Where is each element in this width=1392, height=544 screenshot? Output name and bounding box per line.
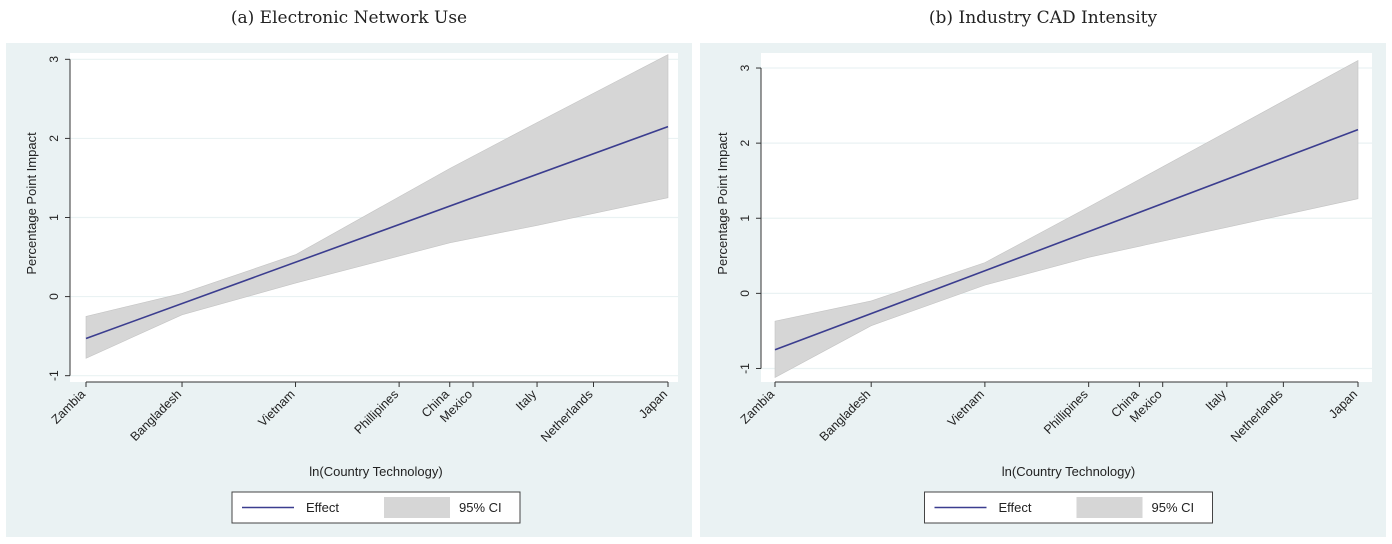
x-tick-label-a: Vietnam [255, 387, 297, 429]
effect-line-b [774, 128, 1359, 351]
effect-line-a [85, 125, 669, 340]
x-tick-label-a: Italy [513, 387, 540, 414]
chart-a: -1 0 1 2 3 Percentage Point Impact Zambia Bangl… [24, 53, 678, 524]
x-tick-label-a: Zambia [49, 387, 88, 426]
legend-label-effect-b: Effect [999, 500, 1032, 515]
legend-b [924, 491, 1213, 524]
ci-band-b [774, 59, 1359, 379]
legend-label-ci-b: 95% CI [1152, 500, 1195, 515]
x-tick-label-b: Bangladesh [817, 387, 874, 444]
y-tick-label-b: -1 [738, 363, 752, 374]
y-tick-label-a: 1 [47, 214, 61, 221]
chart-b: -1 0 1 2 3 Percentage Point Impact Zambia Bangl… [715, 53, 1372, 524]
y-axis-label-b: Percentage Point Impact [715, 132, 730, 275]
y-tick-label-a: 0 [47, 293, 61, 300]
y-tick-label-a: -1 [47, 370, 61, 381]
x-tick-label-b: Vietnam [945, 387, 987, 429]
y-tick-label-b: 2 [738, 139, 752, 146]
x-tick-label-b: Japan [1326, 387, 1360, 421]
x-tick-label-a: Netherlands [538, 387, 596, 445]
legend-a [231, 491, 521, 524]
y-tick-label-a: 3 [47, 56, 61, 63]
y-tick-label-b: 1 [738, 215, 752, 222]
x-axis-label-b: ln(Country Technology) [1002, 464, 1135, 479]
ci-band-a [85, 54, 669, 359]
x-tick-label-a: Phillipines [352, 387, 402, 437]
x-tick-label-b: Phillipines [1041, 387, 1091, 437]
x-tick-label-b: Italy [1203, 387, 1230, 414]
x-tick-label-b: Zambia [738, 387, 777, 426]
x-tick-label-a: Japan [636, 387, 670, 421]
y-axis-label-a: Percentage Point Impact [24, 132, 39, 275]
y-tick-label-b: 3 [738, 64, 752, 71]
legend-band-swatch-b [1076, 497, 1143, 518]
y-tick-label-b: 0 [738, 290, 752, 297]
x-tick-label-a: Bangladesh [128, 387, 185, 444]
y-tick-label-a: 2 [47, 135, 61, 142]
legend-label-effect-a: Effect [306, 500, 339, 515]
x-axis-label-a: ln(Country Technology) [309, 464, 442, 479]
legend-band-swatch-a [384, 497, 450, 518]
x-tick-label-b: Netherlands [1228, 387, 1286, 445]
chart-title-b: (b) Industry CAD Intensity [928, 8, 1158, 28]
legend-label-ci-a: 95% CI [459, 500, 502, 515]
chart-title-a: (a) Electronic Network Use [230, 8, 468, 28]
